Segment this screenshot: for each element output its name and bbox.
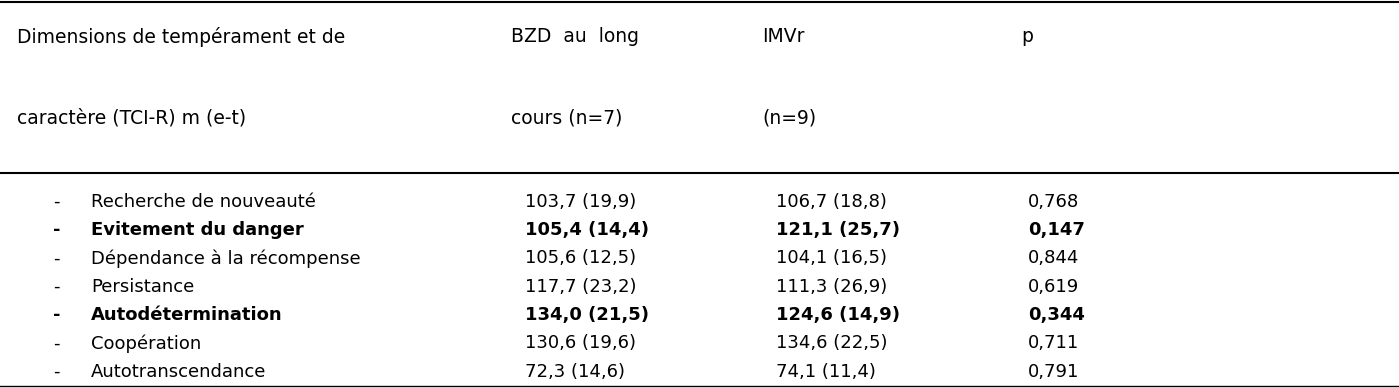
- Text: 111,3 (26,9): 111,3 (26,9): [776, 278, 888, 296]
- Text: p: p: [1021, 27, 1032, 46]
- Text: 130,6 (19,6): 130,6 (19,6): [525, 334, 635, 352]
- Text: 124,6 (14,9): 124,6 (14,9): [776, 306, 901, 324]
- Text: -: -: [53, 334, 60, 352]
- Text: Autodétermination: Autodétermination: [91, 306, 283, 324]
- Text: -: -: [53, 278, 60, 296]
- Text: Coopération: Coopération: [91, 334, 201, 353]
- Text: 134,0 (21,5): 134,0 (21,5): [525, 306, 649, 324]
- Text: 134,6 (22,5): 134,6 (22,5): [776, 334, 888, 352]
- Text: Autotranscendance: Autotranscendance: [91, 363, 266, 381]
- Text: Evitement du danger: Evitement du danger: [91, 221, 304, 239]
- Text: 106,7 (18,8): 106,7 (18,8): [776, 193, 887, 211]
- Text: -: -: [53, 306, 60, 324]
- Text: BZD  au  long: BZD au long: [511, 27, 638, 46]
- Text: 0,844: 0,844: [1028, 249, 1080, 267]
- Text: 0,619: 0,619: [1028, 278, 1080, 296]
- Text: 0,791: 0,791: [1028, 363, 1080, 381]
- Text: -: -: [53, 221, 60, 239]
- Text: 104,1 (16,5): 104,1 (16,5): [776, 249, 887, 267]
- Text: Dépendance à la récompense: Dépendance à la récompense: [91, 249, 361, 268]
- Text: 117,7 (23,2): 117,7 (23,2): [525, 278, 637, 296]
- Text: 0,147: 0,147: [1028, 221, 1086, 239]
- Text: -: -: [53, 249, 60, 267]
- Text: Recherche de nouveauté: Recherche de nouveauté: [91, 193, 316, 211]
- Text: 72,3 (14,6): 72,3 (14,6): [525, 363, 624, 381]
- Text: 74,1 (11,4): 74,1 (11,4): [776, 363, 876, 381]
- Text: Dimensions de tempérament et de: Dimensions de tempérament et de: [17, 27, 346, 47]
- Text: 105,4 (14,4): 105,4 (14,4): [525, 221, 649, 239]
- Text: 103,7 (19,9): 103,7 (19,9): [525, 193, 637, 211]
- Text: Persistance: Persistance: [91, 278, 194, 296]
- Text: -: -: [53, 193, 60, 211]
- Text: 0,344: 0,344: [1028, 306, 1086, 324]
- Text: 105,6 (12,5): 105,6 (12,5): [525, 249, 635, 267]
- Text: (n=9): (n=9): [762, 109, 817, 128]
- Text: caractère (TCI-R) m (e-t): caractère (TCI-R) m (e-t): [17, 109, 246, 128]
- Text: IMVr: IMVr: [762, 27, 804, 46]
- Text: 0,768: 0,768: [1028, 193, 1080, 211]
- Text: -: -: [53, 363, 60, 381]
- Text: 0,711: 0,711: [1028, 334, 1080, 352]
- Text: cours (n=7): cours (n=7): [511, 109, 623, 128]
- Text: 121,1 (25,7): 121,1 (25,7): [776, 221, 901, 239]
